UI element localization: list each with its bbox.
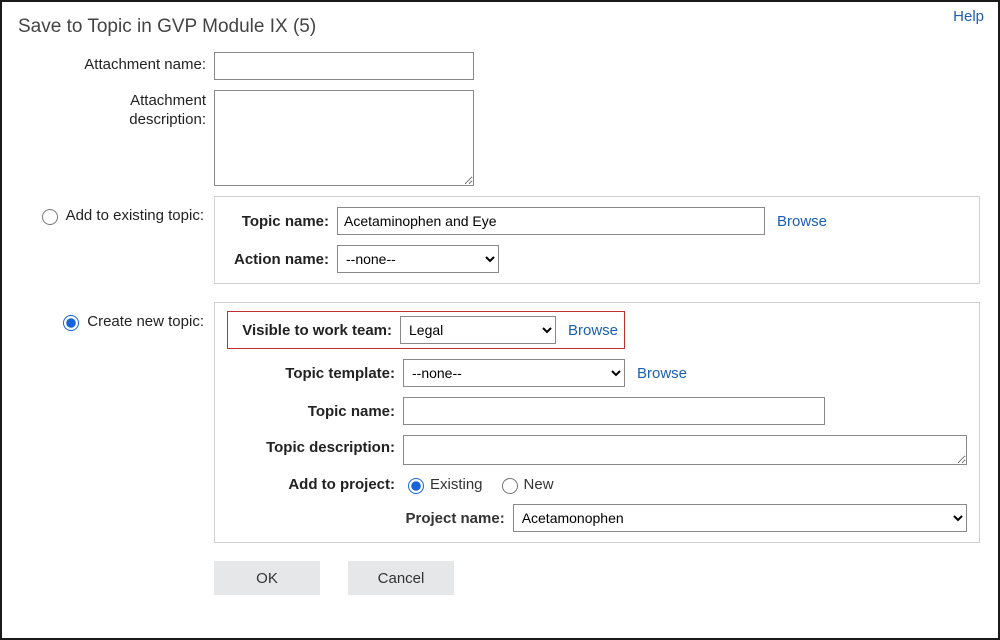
new-topic-desc-textarea[interactable]: [403, 435, 967, 465]
project-existing-text: Existing: [430, 476, 483, 493]
existing-action-select[interactable]: --none--: [337, 245, 499, 273]
template-browse-link[interactable]: Browse: [637, 365, 687, 382]
new-topic-radio[interactable]: [63, 315, 79, 331]
existing-action-row: Action name: --none--: [227, 245, 967, 273]
attachment-desc-label-text: Attachment description:: [96, 92, 206, 130]
new-topic-box: Visible to work team: Legal Browse Topic…: [214, 302, 980, 543]
work-team-browse-link[interactable]: Browse: [568, 322, 618, 339]
existing-topic-browse-link[interactable]: Browse: [777, 213, 827, 230]
new-topic-radio-label[interactable]: Create new topic:: [16, 302, 214, 331]
existing-topic-radio-label[interactable]: Add to existing topic:: [16, 196, 214, 225]
project-existing-radio[interactable]: [408, 478, 424, 494]
project-name-label: Project name:: [227, 510, 513, 527]
template-row: Topic template: --none-- Browse: [227, 359, 967, 387]
work-team-highlight: Visible to work team: Legal Browse: [227, 311, 625, 349]
project-name-select[interactable]: Acetamonophen: [513, 504, 967, 532]
project-new-radio-label[interactable]: New: [497, 475, 554, 494]
new-topic-radio-text: Create new topic:: [87, 313, 204, 330]
project-new-text: New: [524, 476, 554, 493]
attachment-name-row: Attachment name:: [16, 52, 984, 80]
existing-action-label: Action name:: [227, 251, 337, 268]
attachment-desc-row: Attachment description:: [16, 90, 984, 186]
existing-topic-name-row: Topic name: Browse: [227, 207, 967, 235]
existing-topic-box: Topic name: Browse Action name: --none--: [214, 196, 980, 284]
template-select[interactable]: --none--: [403, 359, 625, 387]
ok-button[interactable]: OK: [214, 561, 320, 595]
help-link[interactable]: Help: [953, 8, 984, 25]
project-existing-radio-label[interactable]: Existing: [403, 475, 483, 494]
template-label: Topic template:: [227, 365, 403, 382]
new-topic-name-row: Topic name:: [227, 397, 967, 425]
cancel-button[interactable]: Cancel: [348, 561, 454, 595]
new-topic-desc-row: Topic description:: [227, 435, 967, 465]
existing-topic-block: Add to existing topic: Topic name: Brows…: [16, 196, 984, 284]
new-topic-name-label: Topic name:: [227, 403, 403, 420]
existing-topic-radio[interactable]: [42, 209, 58, 225]
add-to-project-row: Add to project: Existing New: [227, 475, 967, 494]
existing-topic-name-input[interactable]: [337, 207, 765, 235]
work-team-label: Visible to work team:: [234, 322, 400, 339]
dialog-frame: Help Save to Topic in GVP Module IX (5) …: [0, 0, 1000, 640]
new-topic-desc-label: Topic description:: [227, 435, 403, 456]
attachment-desc-textarea[interactable]: [214, 90, 474, 186]
add-to-project-label: Add to project:: [227, 476, 403, 493]
attachment-name-input[interactable]: [214, 52, 474, 80]
project-name-row: Project name: Acetamonophen: [227, 504, 967, 532]
existing-topic-radio-text: Add to existing topic:: [66, 207, 204, 224]
new-topic-name-input[interactable]: [403, 397, 825, 425]
existing-topic-name-label: Topic name:: [227, 213, 337, 230]
dialog-title: Save to Topic in GVP Module IX (5): [18, 16, 984, 38]
attachment-desc-label: Attachment description:: [16, 90, 214, 130]
work-team-select[interactable]: Legal: [400, 316, 556, 344]
new-topic-block: Create new topic: Visible to work team: …: [16, 302, 984, 543]
project-new-radio[interactable]: [502, 478, 518, 494]
button-row: OK Cancel: [214, 561, 984, 595]
attachment-name-label: Attachment name:: [16, 52, 214, 73]
